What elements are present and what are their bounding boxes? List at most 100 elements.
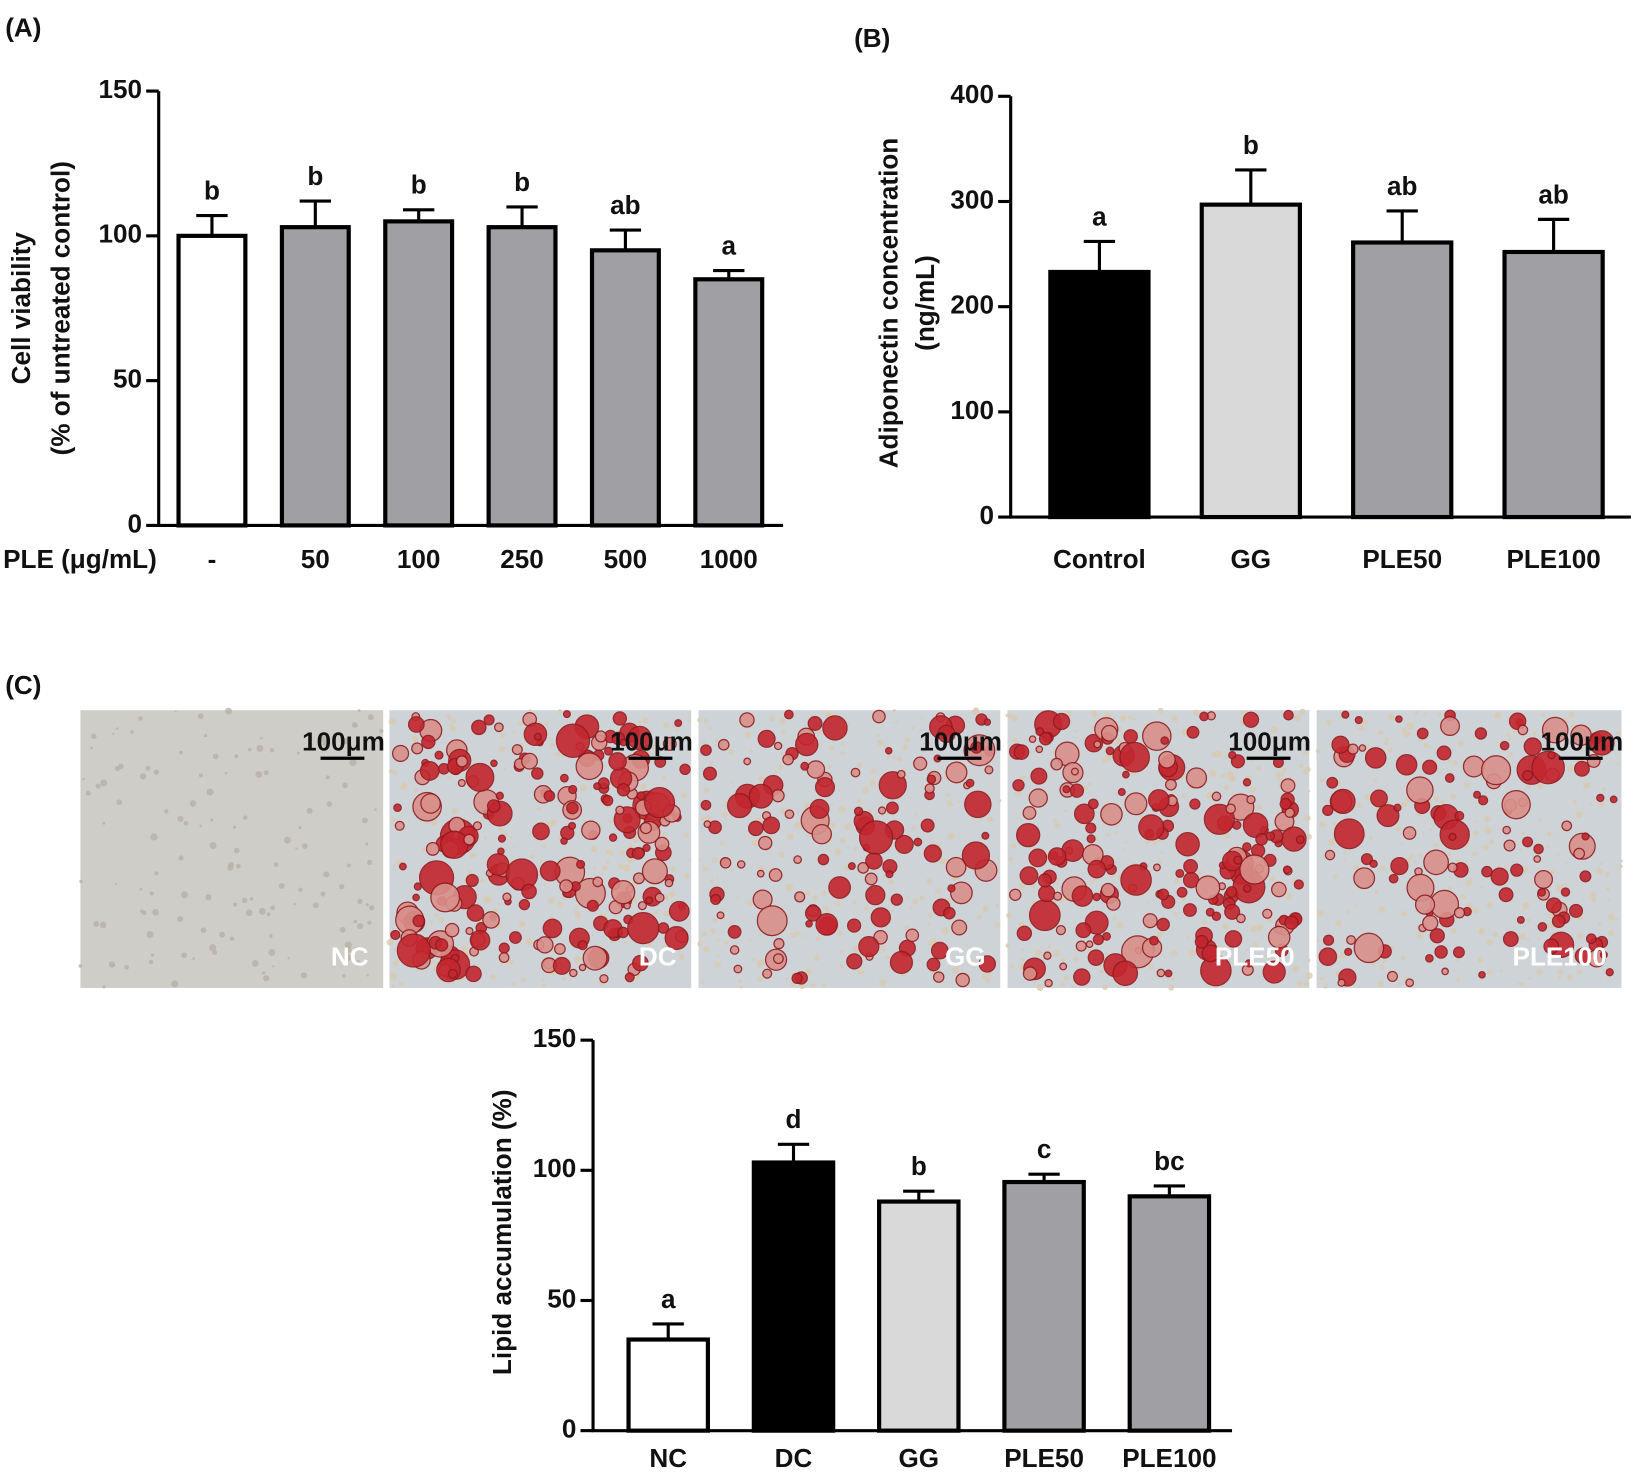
debris <box>295 847 298 850</box>
debris <box>1112 916 1117 921</box>
debris <box>1484 827 1492 835</box>
lipid-droplet <box>495 791 504 800</box>
debris <box>834 848 842 856</box>
lipid-droplet <box>643 787 676 819</box>
lipid-droplet <box>920 818 935 833</box>
debris <box>714 961 721 968</box>
debris <box>852 946 859 953</box>
debris <box>883 802 887 806</box>
lipid-droplet <box>1522 836 1534 848</box>
debris <box>656 911 659 915</box>
y-axis-label: Cell viability <box>6 232 36 385</box>
debris <box>748 939 752 943</box>
debris <box>1414 860 1417 864</box>
debris <box>449 723 454 728</box>
debris <box>675 728 679 732</box>
lipid-droplet <box>1211 911 1222 921</box>
debris <box>293 902 296 906</box>
lipid-droplet <box>1405 978 1415 988</box>
debris <box>1224 784 1230 790</box>
debris <box>663 910 669 917</box>
debris <box>1332 822 1337 827</box>
debris <box>703 946 710 953</box>
lipid-droplet <box>815 913 839 936</box>
lipid-droplet <box>498 942 510 954</box>
debris <box>1387 747 1393 753</box>
debris <box>512 846 516 849</box>
debris <box>1316 939 1320 943</box>
debris <box>181 952 188 959</box>
debris <box>556 901 564 908</box>
debris <box>1148 869 1152 873</box>
debris <box>744 731 752 739</box>
debris <box>1423 742 1429 749</box>
lipid-droplet <box>884 746 893 755</box>
debris <box>736 896 739 899</box>
lipid-droplet <box>793 855 802 865</box>
debris <box>448 717 452 721</box>
lipid-droplet <box>1283 709 1294 721</box>
debris <box>856 762 862 768</box>
debris <box>1369 836 1373 840</box>
lipid-droplet <box>616 783 631 797</box>
lipid-droplet <box>771 789 785 803</box>
lipid-droplet <box>511 744 523 756</box>
debris <box>921 747 926 753</box>
lipid-droplet <box>700 744 712 756</box>
debris <box>438 916 445 924</box>
debris <box>1536 969 1543 976</box>
lipid-droplet <box>1462 755 1485 778</box>
debris <box>904 925 909 930</box>
debris <box>1256 765 1262 771</box>
debris <box>701 980 705 984</box>
lipid-droplet <box>1337 978 1346 987</box>
lipid-droplet <box>664 925 689 951</box>
debris <box>404 788 407 791</box>
lipid-droplet <box>807 716 823 731</box>
lipid-droplet <box>518 898 531 911</box>
debris <box>951 966 960 974</box>
lipid-droplet <box>717 738 730 751</box>
lipid-droplet <box>926 774 937 785</box>
lipid-droplet <box>1239 854 1270 885</box>
debris <box>935 888 941 895</box>
lipid-droplet <box>1236 913 1246 924</box>
lipid-droplet <box>1322 804 1334 817</box>
lipid-droplet <box>1353 867 1376 890</box>
debris <box>947 832 955 841</box>
significance-letter: b <box>911 1151 927 1181</box>
lipid-droplet <box>586 899 599 912</box>
lipid-droplet <box>1478 971 1486 979</box>
debris <box>1493 933 1498 938</box>
debris <box>1378 730 1384 736</box>
lipid-droplet <box>398 862 407 871</box>
debris <box>361 817 368 824</box>
lipid-droplet <box>1284 915 1299 930</box>
lipid-droplet <box>654 892 665 903</box>
debris <box>1486 901 1493 908</box>
lipid-droplet <box>1092 892 1101 902</box>
debris <box>1429 746 1433 749</box>
debris <box>493 907 499 913</box>
debris <box>700 815 706 821</box>
debris <box>544 721 550 727</box>
debris <box>831 803 834 806</box>
lipid-droplet <box>950 881 973 905</box>
lipid-droplet <box>582 945 608 971</box>
lipid-droplet <box>1282 865 1292 875</box>
debris <box>139 888 143 891</box>
lipid-droplet <box>536 936 554 954</box>
lipid-droplet <box>729 945 740 955</box>
y-tick-label: 400 <box>950 79 994 109</box>
debris <box>1557 969 1564 975</box>
lipid-droplet <box>739 712 755 728</box>
debris <box>251 960 259 967</box>
debris <box>1357 803 1363 809</box>
debris <box>758 776 765 783</box>
x-tick-label: GG <box>899 1443 940 1473</box>
debris <box>815 936 821 941</box>
lipid-droplet <box>434 938 449 952</box>
lipid-droplet <box>1453 907 1466 919</box>
debris <box>1170 977 1175 982</box>
y-tick-label: 100 <box>950 395 994 425</box>
